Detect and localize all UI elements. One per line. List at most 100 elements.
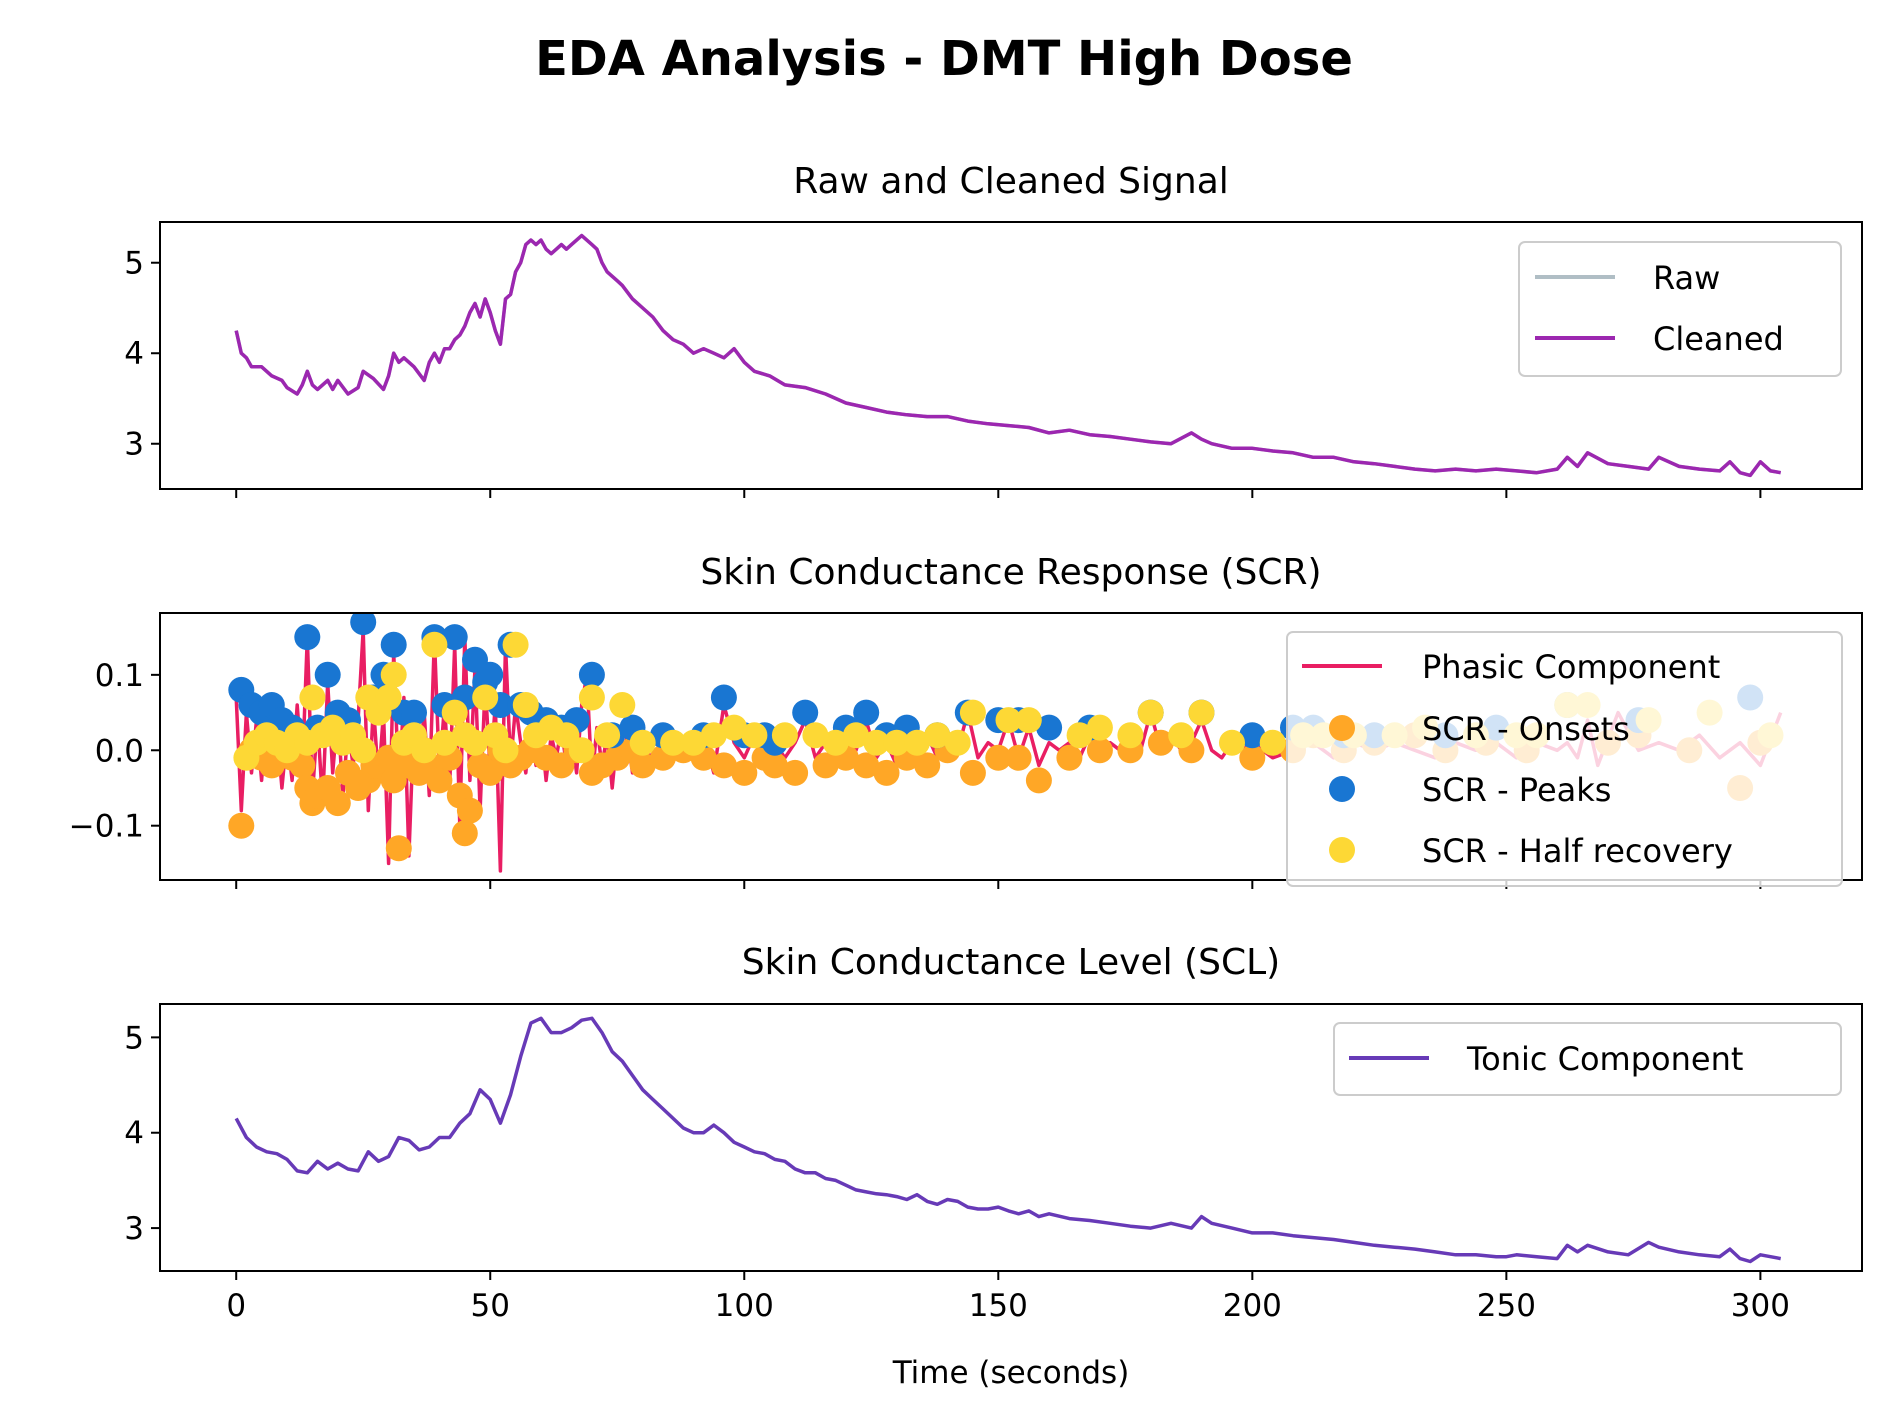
scl-frame <box>159 1003 1863 1272</box>
scr-half-recovery-point <box>771 722 798 749</box>
scr-onsets-point <box>812 752 839 779</box>
scr-half-recovery-point <box>802 722 829 749</box>
scr-half-recovery-point <box>431 729 458 756</box>
y-tick-label: 3 <box>124 427 144 463</box>
scr-onsets-point <box>1025 767 1052 794</box>
scr-peaks-point <box>710 684 737 711</box>
scr-half-recovery-point <box>843 722 869 749</box>
scr-half-recovery-point <box>660 729 687 756</box>
scr-half-recovery-point <box>700 722 727 749</box>
scr-peaks-point <box>1036 714 1063 741</box>
scr-half-recovery-point <box>350 737 377 764</box>
scr-half-recovery-point <box>609 692 636 718</box>
x-tick-label: 150 <box>969 1288 1028 1324</box>
tonic-component-line <box>234 1016 1782 1264</box>
legend-onsets-label: SCR - Onsets <box>1422 710 1630 748</box>
scr-peaks-point <box>578 661 605 688</box>
scr-half-recovery-point <box>1117 722 1144 749</box>
raw-cleaned-title: Raw and Cleaned Signal <box>793 161 1229 202</box>
scr-half-recovery-point <box>863 729 890 756</box>
scr-onsets-point <box>731 759 758 786</box>
scr-half-recovery-point <box>1188 699 1215 726</box>
scr-half-recovery-point <box>299 684 326 711</box>
scr-onsets-point <box>710 752 737 779</box>
scr-onsets-point <box>629 752 656 779</box>
y-tick-label: 4 <box>124 1116 144 1152</box>
raw-cleaned-plot-area <box>234 233 1782 478</box>
scr-onsets-point <box>873 759 900 786</box>
scr-onsets-point <box>782 759 809 786</box>
scr-half-recovery-point <box>441 699 468 726</box>
scr-half-recovery-point <box>995 707 1022 734</box>
scr-half-recovery-point <box>883 729 910 756</box>
legend-tonic-label: Tonic Component <box>1466 1040 1743 1078</box>
scr-onsets-point <box>761 752 788 779</box>
x-tick-label: 250 <box>1477 1288 1536 1324</box>
scr-onsets-point <box>1147 729 1174 756</box>
legend-phasic-label: Phasic Component <box>1422 648 1720 686</box>
x-tick-label: 100 <box>715 1288 774 1324</box>
legend-box <box>1286 631 1843 887</box>
scl-title: Skin Conductance Level (SCL) <box>742 942 1280 983</box>
raw-cleaned-ticks: 3 4 5 <box>124 246 1762 498</box>
scr-half-recovery-point <box>462 729 488 756</box>
scr-onsets-point <box>914 752 941 779</box>
x-tick-label: 0 <box>226 1288 246 1324</box>
scr-half-recovery-point <box>1066 722 1093 749</box>
scr-half-recovery-point <box>1086 714 1113 741</box>
scr-onsets-point <box>456 797 483 824</box>
scr-onsets-point <box>1086 737 1113 764</box>
scr-half-recovery-point <box>721 714 748 741</box>
scr-half-recovery-point <box>411 737 438 764</box>
scr-onsets-point <box>451 820 478 847</box>
legend-half-recovery-marker <box>1329 837 1355 863</box>
scr-onsets-point <box>426 767 453 794</box>
scr-half-recovery-point <box>421 631 448 658</box>
scr-half-recovery-point <box>959 699 986 726</box>
scr-peaks-point <box>792 699 819 726</box>
scr-half-recovery-point <box>492 737 519 764</box>
x-tick-label: 50 <box>471 1288 510 1324</box>
scr-onsets-point <box>324 790 351 817</box>
raw-cleaned-frame <box>159 221 1863 490</box>
scr-half-recovery-point <box>472 684 499 711</box>
scr-half-recovery-point <box>904 729 930 756</box>
scr-onsets-point <box>1239 744 1266 771</box>
legend-raw-label: Raw <box>1653 259 1720 297</box>
scr-peaks-point <box>294 624 321 651</box>
scl-legend: Tonic Component <box>1333 1022 1842 1096</box>
scr-half-recovery-point <box>1219 729 1245 756</box>
scr-peaks-point <box>441 624 468 651</box>
scl-ticks: 0 50 100 150 200 250 300 3 4 5 <box>124 1020 1790 1324</box>
legend-peaks-marker <box>1329 776 1355 802</box>
scr-onsets-point <box>385 835 412 862</box>
x-tick-label: 300 <box>1731 1288 1790 1324</box>
scr-half-recovery-point <box>1168 722 1195 749</box>
figure-title: EDA Analysis - DMT High Dose <box>535 31 1353 87</box>
scr-onsets-point <box>959 759 986 786</box>
scr-half-recovery-point <box>594 722 621 749</box>
legend-half-recovery-label: SCR - Half recovery <box>1422 832 1733 870</box>
scr-half-recovery-point <box>944 729 971 756</box>
y-tick-label: 3 <box>124 1211 144 1247</box>
scr-panel: Skin Conductance Response (SCR) −0.1 0.0 0… <box>69 552 1863 889</box>
panel-2-marks <box>234 1016 1782 1264</box>
scr-half-recovery-point <box>924 722 951 749</box>
legend-cleaned-label: Cleaned <box>1653 320 1784 358</box>
scr-onsets-point <box>228 812 255 839</box>
y-tick-label: −0.1 <box>69 809 144 845</box>
scr-peaks-point <box>380 631 407 658</box>
scr-peaks-point <box>1239 722 1266 749</box>
legend-peaks-label: SCR - Peaks <box>1422 771 1611 809</box>
y-tick-label: 5 <box>124 246 144 282</box>
scr-half-recovery-point <box>568 737 595 764</box>
scr-frame <box>159 612 1863 881</box>
scr-legend: Phasic Component SCR - Onsets SCR - Peak… <box>1286 631 1843 887</box>
scr-half-recovery-point <box>578 684 605 711</box>
scr-half-recovery-point <box>1137 699 1164 726</box>
scr-half-recovery-point <box>502 631 529 658</box>
y-tick-label: 0.1 <box>95 658 144 694</box>
scr-onsets-point <box>1056 744 1083 771</box>
raw-cleaned-panel: Raw and Cleaned Signal 3 4 5 Raw Cleaned <box>124 161 1863 498</box>
